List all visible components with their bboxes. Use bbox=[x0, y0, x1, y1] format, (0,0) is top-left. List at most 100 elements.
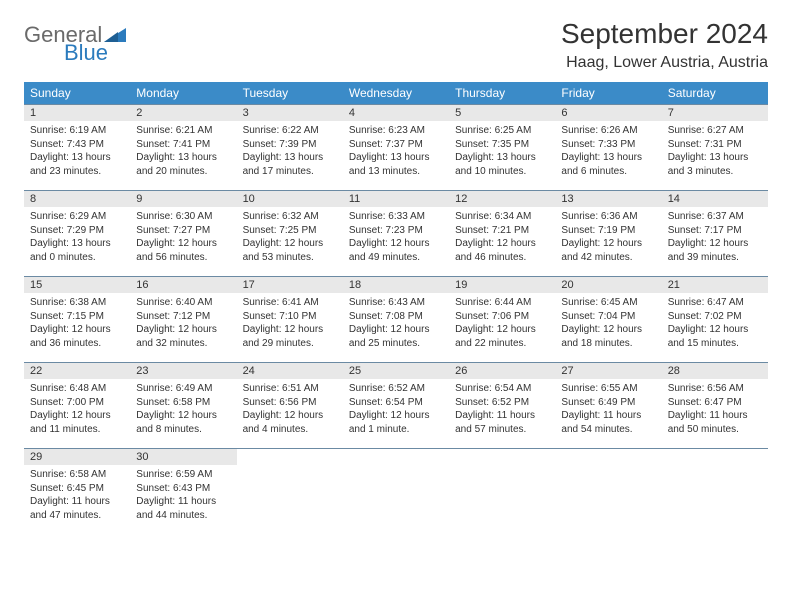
weekday-header: Tuesday bbox=[237, 82, 343, 105]
logo-word2: Blue bbox=[64, 42, 126, 64]
calendar-cell: 4Sunrise: 6:23 AMSunset: 7:37 PMDaylight… bbox=[343, 105, 449, 191]
calendar-cell: 24Sunrise: 6:51 AMSunset: 6:56 PMDayligh… bbox=[237, 363, 343, 449]
calendar-cell: 13Sunrise: 6:36 AMSunset: 7:19 PMDayligh… bbox=[555, 191, 661, 277]
day-number: 12 bbox=[449, 191, 555, 207]
calendar-week-row: 22Sunrise: 6:48 AMSunset: 7:00 PMDayligh… bbox=[24, 363, 768, 449]
calendar-cell: 15Sunrise: 6:38 AMSunset: 7:15 PMDayligh… bbox=[24, 277, 130, 363]
day-details: Sunrise: 6:38 AMSunset: 7:15 PMDaylight:… bbox=[24, 293, 130, 354]
day-details: Sunrise: 6:36 AMSunset: 7:19 PMDaylight:… bbox=[555, 207, 661, 268]
calendar-cell bbox=[449, 449, 555, 535]
weekday-header: Saturday bbox=[662, 82, 768, 105]
day-number: 20 bbox=[555, 277, 661, 293]
day-details: Sunrise: 6:29 AMSunset: 7:29 PMDaylight:… bbox=[24, 207, 130, 268]
day-number: 7 bbox=[662, 105, 768, 121]
calendar-cell: 9Sunrise: 6:30 AMSunset: 7:27 PMDaylight… bbox=[130, 191, 236, 277]
day-details: Sunrise: 6:40 AMSunset: 7:12 PMDaylight:… bbox=[130, 293, 236, 354]
day-details: Sunrise: 6:48 AMSunset: 7:00 PMDaylight:… bbox=[24, 379, 130, 440]
day-number: 10 bbox=[237, 191, 343, 207]
calendar-table: Sunday Monday Tuesday Wednesday Thursday… bbox=[24, 82, 768, 535]
day-number: 13 bbox=[555, 191, 661, 207]
day-details: Sunrise: 6:33 AMSunset: 7:23 PMDaylight:… bbox=[343, 207, 449, 268]
calendar-cell bbox=[343, 449, 449, 535]
day-number: 4 bbox=[343, 105, 449, 121]
day-details: Sunrise: 6:41 AMSunset: 7:10 PMDaylight:… bbox=[237, 293, 343, 354]
day-details: Sunrise: 6:55 AMSunset: 6:49 PMDaylight:… bbox=[555, 379, 661, 440]
day-details: Sunrise: 6:21 AMSunset: 7:41 PMDaylight:… bbox=[130, 121, 236, 182]
calendar-cell: 21Sunrise: 6:47 AMSunset: 7:02 PMDayligh… bbox=[662, 277, 768, 363]
day-details: Sunrise: 6:32 AMSunset: 7:25 PMDaylight:… bbox=[237, 207, 343, 268]
day-details: Sunrise: 6:23 AMSunset: 7:37 PMDaylight:… bbox=[343, 121, 449, 182]
calendar-cell: 23Sunrise: 6:49 AMSunset: 6:58 PMDayligh… bbox=[130, 363, 236, 449]
weekday-header: Friday bbox=[555, 82, 661, 105]
day-details: Sunrise: 6:26 AMSunset: 7:33 PMDaylight:… bbox=[555, 121, 661, 182]
calendar-cell: 10Sunrise: 6:32 AMSunset: 7:25 PMDayligh… bbox=[237, 191, 343, 277]
calendar-cell: 19Sunrise: 6:44 AMSunset: 7:06 PMDayligh… bbox=[449, 277, 555, 363]
calendar-cell: 14Sunrise: 6:37 AMSunset: 7:17 PMDayligh… bbox=[662, 191, 768, 277]
calendar-cell bbox=[237, 449, 343, 535]
calendar-week-row: 15Sunrise: 6:38 AMSunset: 7:15 PMDayligh… bbox=[24, 277, 768, 363]
day-number: 14 bbox=[662, 191, 768, 207]
day-number: 5 bbox=[449, 105, 555, 121]
day-number: 26 bbox=[449, 363, 555, 379]
day-details: Sunrise: 6:37 AMSunset: 7:17 PMDaylight:… bbox=[662, 207, 768, 268]
calendar-cell bbox=[555, 449, 661, 535]
day-details: Sunrise: 6:56 AMSunset: 6:47 PMDaylight:… bbox=[662, 379, 768, 440]
day-number: 15 bbox=[24, 277, 130, 293]
day-number: 11 bbox=[343, 191, 449, 207]
calendar-cell: 20Sunrise: 6:45 AMSunset: 7:04 PMDayligh… bbox=[555, 277, 661, 363]
calendar-cell: 5Sunrise: 6:25 AMSunset: 7:35 PMDaylight… bbox=[449, 105, 555, 191]
day-details: Sunrise: 6:47 AMSunset: 7:02 PMDaylight:… bbox=[662, 293, 768, 354]
calendar-cell bbox=[662, 449, 768, 535]
day-details: Sunrise: 6:22 AMSunset: 7:39 PMDaylight:… bbox=[237, 121, 343, 182]
day-details: Sunrise: 6:30 AMSunset: 7:27 PMDaylight:… bbox=[130, 207, 236, 268]
day-number: 9 bbox=[130, 191, 236, 207]
day-details: Sunrise: 6:49 AMSunset: 6:58 PMDaylight:… bbox=[130, 379, 236, 440]
day-details: Sunrise: 6:45 AMSunset: 7:04 PMDaylight:… bbox=[555, 293, 661, 354]
calendar-cell: 11Sunrise: 6:33 AMSunset: 7:23 PMDayligh… bbox=[343, 191, 449, 277]
day-number: 22 bbox=[24, 363, 130, 379]
day-details: Sunrise: 6:58 AMSunset: 6:45 PMDaylight:… bbox=[24, 465, 130, 526]
day-number: 19 bbox=[449, 277, 555, 293]
calendar-cell: 26Sunrise: 6:54 AMSunset: 6:52 PMDayligh… bbox=[449, 363, 555, 449]
calendar-cell: 8Sunrise: 6:29 AMSunset: 7:29 PMDaylight… bbox=[24, 191, 130, 277]
day-number: 28 bbox=[662, 363, 768, 379]
calendar-cell: 30Sunrise: 6:59 AMSunset: 6:43 PMDayligh… bbox=[130, 449, 236, 535]
day-details: Sunrise: 6:54 AMSunset: 6:52 PMDaylight:… bbox=[449, 379, 555, 440]
day-number: 17 bbox=[237, 277, 343, 293]
day-details: Sunrise: 6:44 AMSunset: 7:06 PMDaylight:… bbox=[449, 293, 555, 354]
day-details: Sunrise: 6:52 AMSunset: 6:54 PMDaylight:… bbox=[343, 379, 449, 440]
day-number: 25 bbox=[343, 363, 449, 379]
day-number: 29 bbox=[24, 449, 130, 465]
day-number: 23 bbox=[130, 363, 236, 379]
header: General Blue September 2024 Haag, Lower … bbox=[24, 18, 768, 72]
day-number: 3 bbox=[237, 105, 343, 121]
calendar-week-row: 1Sunrise: 6:19 AMSunset: 7:43 PMDaylight… bbox=[24, 105, 768, 191]
weekday-header: Sunday bbox=[24, 82, 130, 105]
day-number: 30 bbox=[130, 449, 236, 465]
calendar-cell: 22Sunrise: 6:48 AMSunset: 7:00 PMDayligh… bbox=[24, 363, 130, 449]
day-details: Sunrise: 6:59 AMSunset: 6:43 PMDaylight:… bbox=[130, 465, 236, 526]
day-number: 21 bbox=[662, 277, 768, 293]
day-details: Sunrise: 6:27 AMSunset: 7:31 PMDaylight:… bbox=[662, 121, 768, 182]
calendar-cell: 2Sunrise: 6:21 AMSunset: 7:41 PMDaylight… bbox=[130, 105, 236, 191]
day-details: Sunrise: 6:34 AMSunset: 7:21 PMDaylight:… bbox=[449, 207, 555, 268]
day-number: 16 bbox=[130, 277, 236, 293]
calendar-cell: 17Sunrise: 6:41 AMSunset: 7:10 PMDayligh… bbox=[237, 277, 343, 363]
page-title: September 2024 bbox=[561, 18, 768, 50]
weekday-row: Sunday Monday Tuesday Wednesday Thursday… bbox=[24, 82, 768, 105]
calendar-week-row: 8Sunrise: 6:29 AMSunset: 7:29 PMDaylight… bbox=[24, 191, 768, 277]
logo: General Blue bbox=[24, 18, 126, 64]
day-number: 27 bbox=[555, 363, 661, 379]
weekday-header: Thursday bbox=[449, 82, 555, 105]
calendar-cell: 12Sunrise: 6:34 AMSunset: 7:21 PMDayligh… bbox=[449, 191, 555, 277]
calendar-cell: 16Sunrise: 6:40 AMSunset: 7:12 PMDayligh… bbox=[130, 277, 236, 363]
weekday-header: Monday bbox=[130, 82, 236, 105]
calendar-cell: 27Sunrise: 6:55 AMSunset: 6:49 PMDayligh… bbox=[555, 363, 661, 449]
day-details: Sunrise: 6:19 AMSunset: 7:43 PMDaylight:… bbox=[24, 121, 130, 182]
day-number: 8 bbox=[24, 191, 130, 207]
day-number: 1 bbox=[24, 105, 130, 121]
calendar-cell: 1Sunrise: 6:19 AMSunset: 7:43 PMDaylight… bbox=[24, 105, 130, 191]
calendar-cell: 28Sunrise: 6:56 AMSunset: 6:47 PMDayligh… bbox=[662, 363, 768, 449]
day-number: 18 bbox=[343, 277, 449, 293]
calendar-cell: 6Sunrise: 6:26 AMSunset: 7:33 PMDaylight… bbox=[555, 105, 661, 191]
